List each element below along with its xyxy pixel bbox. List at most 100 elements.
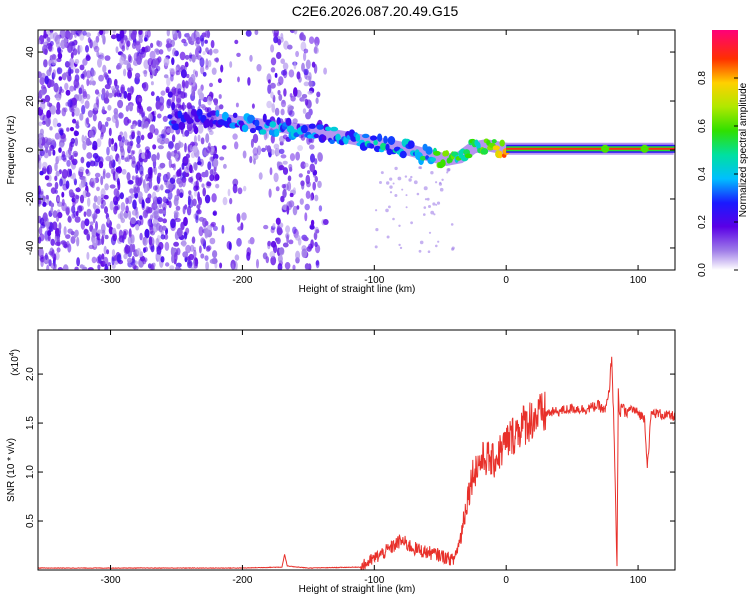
noise-speckle (270, 240, 277, 248)
noise-speckle (280, 154, 287, 159)
noise-speckle (270, 255, 277, 266)
noise-speckle (157, 113, 162, 119)
noise-speckle (427, 250, 431, 253)
noise-speckle (175, 103, 181, 108)
noise-speckle (121, 155, 125, 160)
colorbar-tick-label: 0.4 (697, 167, 708, 181)
noise-speckle (38, 121, 42, 127)
noise-speckle (44, 94, 51, 103)
noise-speckle (115, 167, 120, 173)
ridge-blob (387, 136, 396, 145)
noise-speckle (183, 157, 189, 164)
noise-speckle (62, 72, 67, 81)
noise-speckle (127, 69, 132, 79)
noise-speckle (186, 102, 192, 110)
ridge-blob (316, 124, 325, 130)
ridge-blob (499, 139, 505, 147)
noise-speckle (156, 152, 160, 161)
noise-speckle (38, 199, 42, 205)
noise-speckle (49, 31, 55, 40)
noise-speckle (265, 256, 269, 264)
noise-speckle (171, 86, 177, 95)
noise-speckle (195, 70, 198, 78)
noise-speckle (119, 30, 125, 39)
noise-speckle (147, 132, 153, 140)
noise-speckle (116, 254, 122, 263)
noise-speckle (79, 113, 84, 121)
steady-band-marker (640, 144, 649, 153)
snr-multiplier-close: ) (10, 349, 21, 352)
noise-speckle (288, 163, 293, 170)
noise-speckle (124, 244, 131, 254)
noise-speckle (166, 152, 171, 159)
noise-speckle (54, 132, 61, 140)
noise-speckle (309, 144, 315, 150)
noise-speckle (97, 120, 103, 131)
snr-multiplier-base: (x10 (10, 356, 21, 376)
noise-speckle (173, 210, 179, 216)
noise-speckle (93, 195, 98, 203)
noise-speckle (160, 256, 165, 263)
noise-speckle (95, 221, 98, 231)
noise-speckle (119, 56, 125, 66)
noise-speckle (220, 64, 224, 73)
noise-speckle (374, 245, 378, 249)
noise-speckle (106, 217, 110, 224)
noise-speckle (155, 95, 160, 103)
noise-speckle (178, 30, 182, 39)
noise-speckle (198, 226, 204, 237)
noise-speckle (93, 45, 100, 53)
noise-speckle (398, 224, 401, 227)
noise-speckle (273, 172, 279, 183)
noise-speckle (213, 57, 219, 62)
noise-speckle (197, 134, 201, 142)
noise-speckle (316, 91, 321, 98)
noise-speckle (129, 134, 134, 140)
noise-speckle (117, 157, 121, 165)
noise-speckle (78, 166, 85, 172)
noise-speckle (303, 52, 307, 62)
noise-speckle (447, 168, 451, 172)
noise-speckle (103, 194, 109, 200)
ridge-blob (377, 133, 383, 142)
noise-speckle (84, 100, 90, 109)
noise-speckle (97, 264, 101, 270)
noise-speckle (139, 164, 144, 175)
ridge-blob (215, 109, 220, 117)
noise-speckle (87, 197, 91, 207)
noise-speckle (50, 187, 57, 195)
noise-speckle (68, 147, 72, 155)
noise-speckle (150, 91, 155, 97)
noise-speckle (117, 99, 124, 109)
noise-speckle (152, 144, 157, 150)
noise-speckle (144, 30, 148, 37)
noise-speckle (175, 217, 181, 223)
noise-speckle (304, 98, 309, 106)
noise-speckle (54, 175, 58, 182)
noise-speckle (237, 226, 243, 231)
noise-speckle (47, 234, 51, 242)
noise-speckle (79, 183, 84, 189)
noise-speckle (158, 49, 164, 55)
noise-speckle (55, 41, 61, 48)
noise-speckle (201, 32, 207, 38)
noise-speckle (46, 69, 52, 77)
noise-speckle (65, 61, 72, 67)
noise-speckle (288, 69, 295, 78)
colorbar-gradient (712, 30, 738, 270)
noise-speckle (282, 242, 289, 248)
noise-speckle (252, 133, 259, 144)
noise-speckle (212, 153, 219, 160)
noise-speckle (194, 257, 199, 267)
noise-speckle (269, 251, 276, 258)
noise-speckle (247, 239, 252, 244)
noise-speckle (307, 90, 313, 95)
noise-speckle (80, 220, 86, 230)
noise-speckle (96, 229, 103, 234)
noise-speckle (41, 87, 47, 95)
noise-speckle (315, 97, 319, 104)
ridge-blob (440, 159, 446, 168)
noise-speckle (67, 32, 73, 40)
noise-speckle (380, 171, 384, 175)
